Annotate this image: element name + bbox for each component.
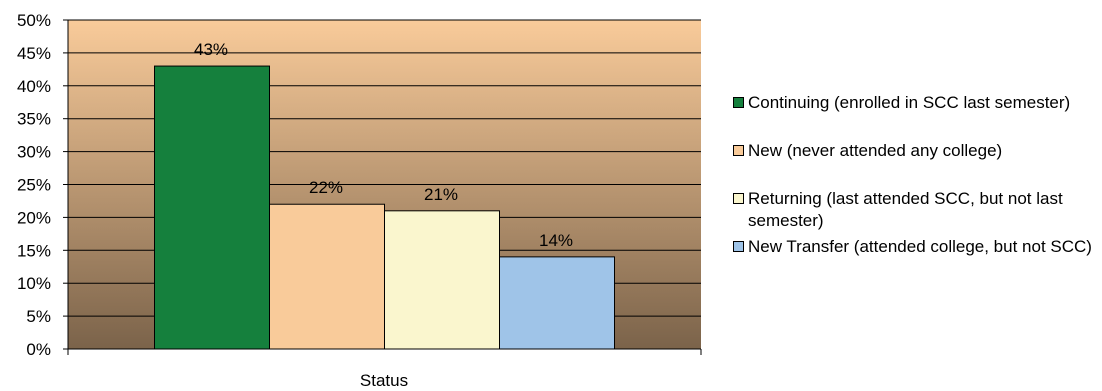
y-tick-label: 50% (17, 11, 51, 30)
y-tick-label: 35% (17, 110, 51, 129)
legend-swatch-3 (733, 193, 744, 204)
data-label-1: 43% (194, 40, 228, 59)
data-label-2: 22% (309, 178, 343, 197)
y-tick-label: 5% (26, 307, 51, 326)
y-tick-label: 15% (17, 241, 51, 260)
y-tick-label: 20% (17, 208, 51, 227)
bar-1 (154, 65, 270, 350)
bar-2 (269, 203, 385, 350)
legend-label-3: Returning (last attended SCC, but not la… (748, 189, 1063, 230)
legend-label-4: New Transfer (attended college, but not … (748, 237, 1092, 256)
y-tick-label: 30% (17, 143, 51, 162)
bar-3 (384, 210, 500, 350)
data-label-3: 21% (424, 185, 458, 204)
legend-label-2: New (never attended any college) (748, 141, 1003, 160)
data-label-4: 14% (539, 231, 573, 250)
legend-swatch-1 (733, 97, 744, 108)
y-tick-label: 25% (17, 176, 51, 195)
legend-swatch-4 (733, 241, 744, 252)
legend-swatch-2 (733, 145, 744, 156)
x-axis-title: Status (360, 371, 408, 390)
y-tick-label: 10% (17, 274, 51, 293)
y-tick-label: 40% (17, 77, 51, 96)
y-tick-label: 45% (17, 44, 51, 63)
legend-label-1: Continuing (enrolled in SCC last semeste… (748, 93, 1071, 112)
bar-4 (499, 256, 615, 350)
y-tick-label: 0% (26, 340, 51, 359)
